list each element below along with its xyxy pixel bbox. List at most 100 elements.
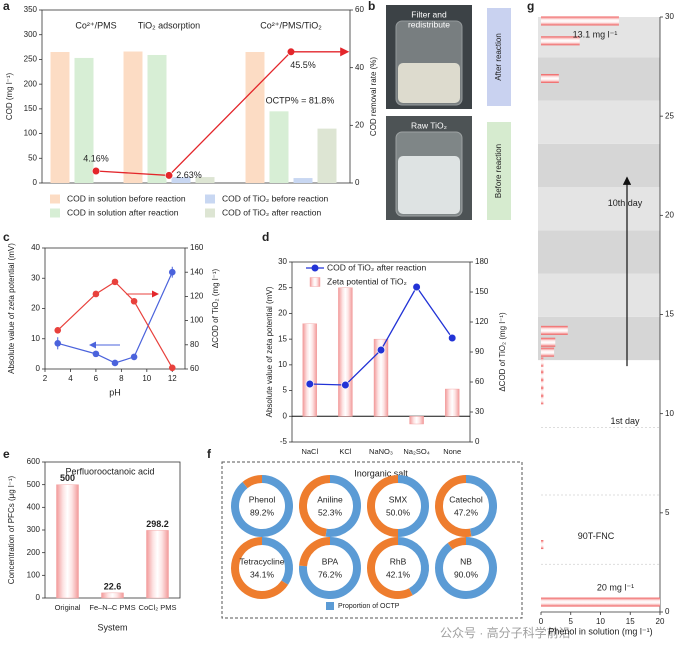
donut-segment (231, 475, 293, 537)
side-label-box (487, 8, 511, 106)
x-axis-title: Phenol in solution (mg l⁻¹) (548, 626, 652, 636)
x-tick-label: 10 (142, 374, 151, 383)
bar (147, 54, 167, 184)
value-label: 20 mg l⁻¹ (597, 582, 634, 592)
y-tick-label: 250 (24, 55, 38, 64)
bar (541, 363, 544, 373)
bar (541, 387, 544, 397)
y2-tick-label: 25 (665, 111, 674, 120)
donut-label: Aniline (317, 494, 343, 504)
y-axis-title: Absolute value of zeta potential (mV) (7, 243, 16, 374)
panel-frame (221, 461, 523, 619)
y-tick-label: 0 (33, 178, 38, 187)
donut-remainder (447, 537, 467, 550)
marker (111, 359, 119, 367)
y2-axis-title: ΔCOD of TiO₂ (mg l⁻¹) (498, 312, 507, 392)
background-band (538, 316, 660, 361)
value-label: 298.2 (146, 519, 169, 529)
bar (101, 592, 124, 599)
y-tick-label: 400 (27, 502, 41, 511)
line (57, 271, 173, 364)
y-tick-label: 10 (278, 360, 287, 369)
bar (541, 379, 544, 389)
x-tick-label: 4 (68, 374, 73, 383)
donut-label: Catechol (449, 494, 483, 504)
bar (541, 73, 559, 83)
donut-value: 52.3% (318, 507, 343, 517)
legend-swatch (50, 194, 60, 204)
legend-label: COD of TiO₂ after reaction (222, 207, 321, 217)
x-axis-title: pH (109, 387, 121, 397)
x-tick-label: 15 (626, 617, 635, 626)
y-tick-label: 0 (36, 364, 41, 373)
donut-remainder (231, 537, 289, 599)
value-label: 13.1 mg l⁻¹ (573, 29, 618, 39)
x-tick-label: CoCl₂ PMS (139, 603, 177, 612)
donut-label: Phenol (249, 494, 276, 504)
donut-value: 76.2% (318, 569, 343, 579)
photo-label: Raw TiO₂ (411, 120, 447, 130)
y2-tick-label: 100 (190, 316, 204, 325)
donut-segment (435, 537, 497, 599)
y2-axis-title: ΔCOD of TiO₂ (mg l⁻¹) (211, 268, 220, 348)
value-label: 2.63% (176, 170, 202, 180)
marker (168, 364, 176, 372)
panel-letter: e (3, 447, 10, 461)
marker (54, 339, 62, 347)
side-label: After reaction (494, 33, 503, 81)
bar (445, 388, 460, 417)
y-tick-label: -5 (280, 437, 288, 446)
y2-tick-label: 20 (665, 210, 674, 219)
y2-tick-label: 15 (665, 310, 674, 319)
x-tick-label: Original (55, 603, 81, 612)
bar (195, 177, 215, 183)
background-band (538, 187, 660, 231)
donut-remainder (299, 475, 331, 537)
bar (56, 484, 79, 599)
value-label: 4.16% (83, 153, 109, 163)
donut-label: BPA (322, 556, 339, 566)
value-label: 500 (60, 473, 75, 483)
x-tick-label: 2 (43, 374, 48, 383)
x-tick-label: 12 (168, 374, 177, 383)
y2-tick-label: 30 (665, 12, 674, 21)
bar (541, 597, 660, 607)
x-tick-label: 0 (539, 617, 544, 626)
bar (302, 323, 317, 417)
bar (146, 530, 169, 599)
y2-tick-label: 0 (475, 437, 480, 446)
donut-value: 90.0% (454, 569, 479, 579)
y2-tick-label: 0 (355, 178, 360, 187)
background-band (538, 273, 660, 317)
marker (341, 380, 350, 390)
y-tick-label: 40 (31, 243, 40, 252)
value-label: 22.6 (104, 581, 122, 591)
y-tick-label: 350 (24, 5, 38, 14)
donut-value: 42.1% (386, 569, 411, 579)
panel-letter: g (527, 0, 534, 13)
donut-segment (397, 475, 429, 537)
bar (409, 416, 424, 425)
y-tick-label: 20 (278, 309, 287, 318)
bar (541, 36, 580, 46)
y2-axis-title: COD removal rate (%) (369, 57, 378, 136)
marker (92, 350, 100, 358)
bar (541, 337, 556, 347)
legend-label: COD in solution after reaction (67, 207, 179, 217)
y-axis-title: Absolute value of zeta potential (mV) (265, 286, 274, 417)
y2-tick-label: 20 (355, 120, 364, 129)
x-tick-label: KCl (339, 447, 351, 456)
bar (317, 128, 337, 183)
bar (541, 357, 544, 367)
y-tick-label: 300 (24, 30, 38, 39)
value-label: 45.5% (290, 60, 316, 70)
photo-label: Filter and (411, 9, 447, 19)
marker (448, 333, 457, 343)
x-tick-label: None (443, 447, 461, 456)
y-tick-label: 5 (283, 386, 288, 395)
bar (541, 325, 568, 335)
annotation: 90T-FNC (578, 531, 615, 541)
x-tick-label: 20 (656, 617, 665, 626)
x-tick-label: Co²⁺/PMS (75, 20, 116, 30)
